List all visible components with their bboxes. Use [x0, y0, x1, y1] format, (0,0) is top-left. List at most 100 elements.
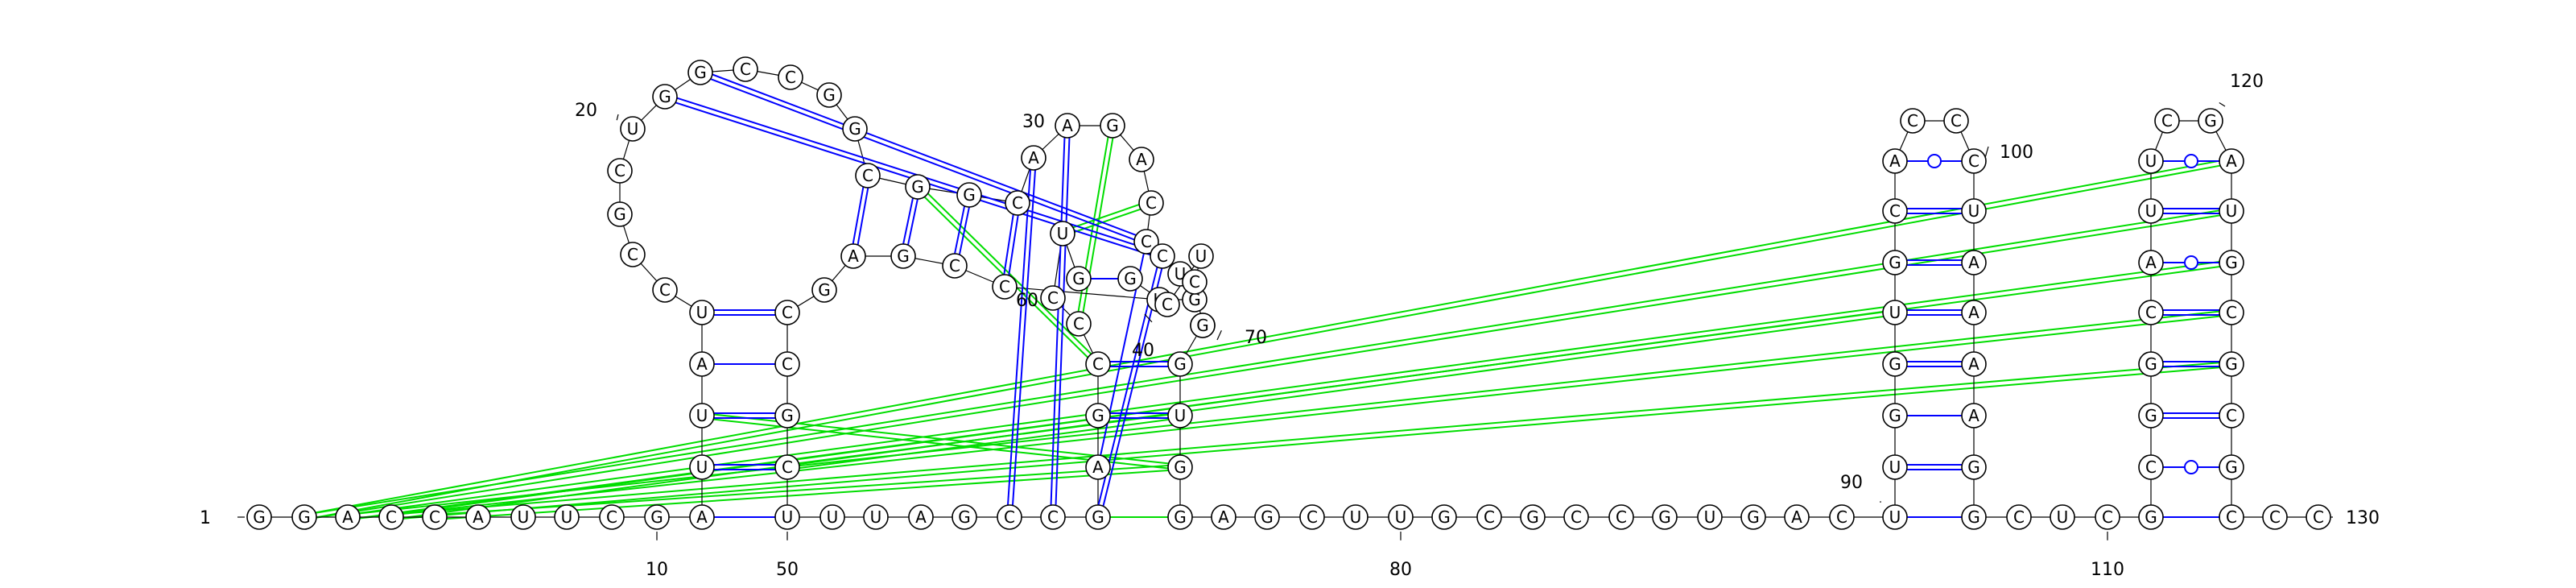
nucleotide: C — [1085, 351, 1111, 377]
nucleotide-letter: U — [2145, 201, 2157, 221]
nucleotide-circle — [510, 504, 536, 530]
nucleotide-letter: G — [1747, 507, 1760, 527]
nucleotide: A — [1129, 147, 1154, 172]
nucleotide-circle — [2050, 504, 2075, 530]
nucleotide-circle — [1943, 108, 1969, 134]
backbone-layer — [259, 68, 2318, 518]
nucleotide-letter: C — [659, 280, 671, 300]
nucleotide: C — [1299, 504, 1325, 530]
nucleotide-circle — [1476, 504, 1502, 530]
nucleotide-letter: C — [429, 507, 440, 527]
nucleotide-layer: GGACCAUUCGAUUAUCCGCUGGCCGGCGGCAAGACCCUGU… — [246, 56, 2331, 530]
nucleotide: U — [620, 116, 646, 142]
nucleotide-letter: C — [2313, 507, 2324, 527]
nucleotide: U — [1050, 221, 1075, 246]
nucleotide-circle — [2219, 454, 2244, 480]
nucleotide: C — [778, 64, 803, 90]
position-tick — [2219, 101, 2226, 107]
nucleotide: C — [2306, 504, 2331, 530]
nucleotide: G — [652, 84, 678, 110]
nucleotide-letter: C — [740, 60, 751, 79]
nucleotide: C — [1040, 504, 1066, 530]
nucleotide-circle — [2219, 250, 2244, 275]
nucleotide-letter: U — [870, 507, 882, 527]
nucleotide-circle — [1055, 113, 1080, 139]
nucleotide-letter: C — [1092, 354, 1104, 374]
nucleotide-circle — [1117, 266, 1143, 292]
nucleotide-letter: U — [2145, 151, 2157, 171]
nucleotide-letter: U — [696, 458, 708, 477]
nucleotide: G — [1520, 504, 1546, 530]
tertiary-interaction-line — [347, 259, 2231, 516]
nucleotide-letter: G — [2145, 507, 2157, 527]
nucleotide-circle — [2306, 504, 2331, 530]
nucleotide-circle — [1021, 145, 1046, 171]
nucleotide: A — [840, 243, 866, 269]
nucleotide-circle — [1100, 113, 1125, 139]
nucleotide-circle — [2138, 351, 2164, 377]
position-label: 60 — [1016, 291, 1038, 311]
nucleotide-circle — [2006, 504, 2032, 530]
nucleotide: C — [2262, 504, 2288, 530]
nucleotide: C — [1066, 311, 1092, 337]
nucleotide-letter: U — [627, 119, 639, 139]
nucleotide-letter: G — [1072, 269, 1085, 288]
nucleotide-circle — [246, 504, 272, 530]
nucleotide-letter: G — [1889, 406, 1901, 425]
nucleotide: G — [1652, 504, 1678, 530]
nucleotide-circle — [620, 116, 646, 142]
nucleotide: G — [1066, 266, 1092, 292]
nucleotide-circle — [1900, 108, 1926, 134]
nucleotide: C — [1133, 229, 1159, 255]
tertiary-interaction-line — [304, 162, 2232, 520]
nucleotide: C — [607, 158, 633, 184]
nucleotide-letter: C — [2102, 507, 2113, 527]
nucleotide-circle — [1431, 504, 1457, 530]
position-label: 1 — [200, 508, 211, 528]
nucleotide-letter: A — [696, 354, 708, 374]
nucleotide-letter: U — [696, 303, 708, 322]
nucleotide: G — [905, 174, 931, 200]
nucleotide-circle — [819, 504, 845, 530]
nucleotide: G — [607, 201, 633, 227]
nucleotide-circle — [1882, 198, 1908, 224]
nucleotide-letter: U — [1968, 201, 1980, 221]
nucleotide: C — [992, 274, 1018, 300]
position-tick — [1144, 313, 1153, 323]
nucleotide: C — [855, 163, 881, 188]
nucleotide-circle — [1961, 148, 1987, 174]
nucleotide-letter: G — [1526, 507, 1539, 527]
nucleotide-letter: G — [2225, 354, 2238, 374]
nucleotide-circle — [1066, 311, 1092, 337]
nucleotide-letter: C — [1907, 111, 1918, 130]
nucleotide-letter: A — [848, 246, 859, 266]
nucleotide-circle — [774, 403, 800, 429]
nucleotide-letter: U — [1350, 507, 1362, 527]
nucleotide-letter: C — [1616, 507, 1627, 527]
nucleotide-letter: C — [1012, 193, 1023, 213]
tertiary-interaction-line — [786, 412, 1180, 466]
nucleotide-letter: G — [1106, 116, 1119, 135]
nucleotide-circle — [956, 182, 982, 208]
nucleotide-letter: C — [1836, 507, 1847, 527]
nucleotide: G — [811, 277, 837, 303]
nucleotide-circle — [644, 504, 670, 530]
nucleotide: C — [2138, 300, 2164, 325]
position-label: 80 — [1389, 560, 1412, 580]
position-label: 110 — [2091, 560, 2124, 580]
nucleotide: U — [863, 504, 889, 530]
position-label: 100 — [2000, 143, 2033, 163]
nucleotide-letter: A — [1136, 150, 1147, 169]
nucleotide: A — [1961, 351, 1987, 377]
nucleotide-circle — [620, 242, 646, 267]
nucleotide-circle — [1188, 243, 1214, 269]
nucleotide-circle — [1167, 504, 1193, 530]
nucleotide-circle — [905, 174, 931, 200]
nucleotide: G — [1117, 266, 1143, 292]
nucleotide-circle — [1167, 351, 1193, 377]
nucleotide-letter: C — [2145, 458, 2157, 477]
nucleotide-letter: U — [1889, 458, 1901, 477]
nucleotide-letter: G — [1174, 458, 1187, 477]
nucleotide-circle — [1740, 504, 1766, 530]
nucleotide-circle — [1138, 190, 1164, 216]
